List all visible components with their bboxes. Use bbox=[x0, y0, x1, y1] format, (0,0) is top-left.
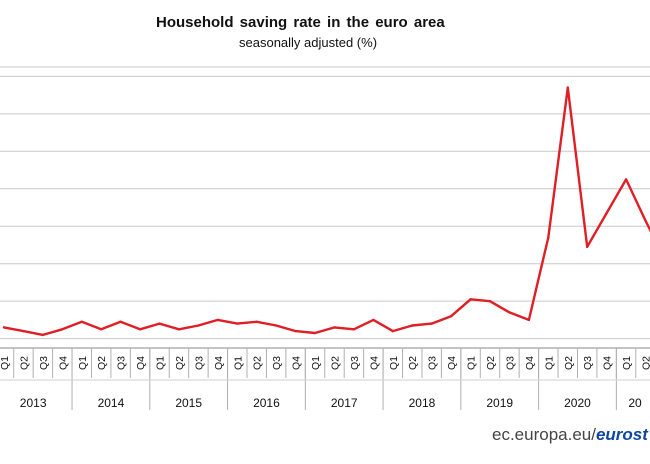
source-footer: ec.europa.eu/eurost bbox=[492, 425, 648, 445]
x-tick-label: Q2 bbox=[407, 356, 419, 370]
data-point bbox=[605, 211, 608, 215]
x-tick-label: Q1 bbox=[232, 356, 244, 370]
chart-title: Household saving rate in the euro area bbox=[156, 14, 445, 31]
chart-subtitle: seasonally adjusted (%) bbox=[239, 35, 378, 50]
data-point bbox=[294, 329, 297, 333]
x-tick-label: Q2 bbox=[174, 356, 186, 370]
x-tick-label: Q4 bbox=[213, 356, 225, 370]
data-point bbox=[488, 299, 492, 303]
x-tick-label: Q1 bbox=[310, 356, 322, 370]
x-year-label: 2019 bbox=[486, 396, 513, 410]
x-tick-label: Q4 bbox=[602, 356, 614, 370]
x-year-label: 2018 bbox=[409, 396, 436, 410]
data-point bbox=[313, 331, 317, 335]
series-saving-rate bbox=[2, 86, 650, 337]
x-tick-label: Q1 bbox=[77, 356, 89, 370]
x-tick-label: Q4 bbox=[368, 356, 380, 370]
x-tick-label: Q1 bbox=[466, 356, 478, 370]
data-point bbox=[430, 322, 433, 325]
x-tick-label: Q2 bbox=[96, 356, 108, 370]
x-tick-label: Q1 bbox=[621, 356, 633, 370]
x-tick-label: Q1 bbox=[388, 356, 400, 370]
data-point bbox=[566, 86, 569, 89]
x-tick-label: Q2 bbox=[18, 356, 30, 370]
data-point bbox=[61, 328, 64, 331]
data-point bbox=[469, 298, 472, 301]
data-point bbox=[527, 318, 531, 322]
data-point bbox=[255, 320, 258, 323]
x-year-label: 2017 bbox=[331, 396, 358, 410]
x-tick-label: Q1 bbox=[0, 356, 11, 370]
source-url: ec.europa.eu/ bbox=[492, 425, 596, 444]
series-line bbox=[2, 86, 650, 337]
x-tick-label: Q4 bbox=[57, 356, 69, 370]
x-tick-label: Q3 bbox=[504, 356, 516, 370]
x-tick-label: Q3 bbox=[38, 356, 50, 370]
data-point bbox=[391, 329, 394, 333]
data-point bbox=[2, 326, 6, 329]
data-point bbox=[372, 318, 375, 322]
x-tick-label: Q2 bbox=[252, 356, 264, 370]
x-tick-label: Q3 bbox=[427, 356, 439, 370]
eurostat-brand: eurost bbox=[595, 425, 648, 444]
x-year-label: 20 bbox=[628, 396, 642, 410]
x-axis-ticks: Q1 Q2 Q3 Q4 Q1 Q2 Q3 Q4 Q1 Q2 Q3 Q4 Q1 Q2 Q3 Q4 Q1 Q2 Q3 Q4… bbox=[0, 348, 650, 410]
data-point bbox=[197, 324, 200, 327]
x-tick-label: Q3 bbox=[116, 356, 128, 370]
x-tick-label: Q3 bbox=[271, 356, 283, 370]
data-point bbox=[352, 328, 356, 331]
data-point bbox=[547, 236, 550, 239]
x-tick-label: Q4 bbox=[135, 356, 147, 370]
data-point bbox=[100, 328, 103, 331]
x-year-label: 2014 bbox=[98, 396, 125, 410]
data-point bbox=[119, 320, 122, 323]
data-point bbox=[644, 219, 647, 222]
data-point bbox=[236, 322, 239, 325]
data-point bbox=[274, 324, 278, 327]
x-tick-label: Q1 bbox=[155, 356, 167, 370]
data-point bbox=[216, 318, 220, 322]
data-point bbox=[411, 324, 414, 327]
data-point bbox=[22, 329, 25, 333]
x-tick-label: Q4 bbox=[446, 356, 458, 370]
data-point bbox=[508, 311, 511, 314]
x-tick-label: Q2 bbox=[563, 356, 575, 370]
x-tick-label: Q1 bbox=[543, 356, 555, 370]
data-point bbox=[177, 328, 181, 331]
x-tick-label: Q4 bbox=[291, 356, 303, 370]
data-point bbox=[586, 245, 589, 249]
x-tick-label: Q2 bbox=[485, 356, 497, 370]
data-point bbox=[624, 178, 628, 181]
x-year-label: 2020 bbox=[564, 396, 591, 410]
data-point bbox=[41, 333, 45, 337]
data-point bbox=[333, 326, 336, 329]
data-point bbox=[158, 322, 161, 325]
x-year-label: 2015 bbox=[175, 396, 202, 410]
data-point bbox=[449, 314, 453, 318]
x-year-label: 2013 bbox=[20, 396, 47, 410]
x-tick-label: Q2 bbox=[329, 356, 341, 370]
data-point bbox=[138, 328, 142, 331]
data-point bbox=[80, 320, 83, 323]
x-year-label: 2016 bbox=[253, 396, 280, 410]
x-tick-label: Q3 bbox=[193, 356, 205, 370]
x-tick-label: Q3 bbox=[349, 356, 361, 370]
x-tick-label: Q4 bbox=[524, 356, 536, 370]
x-tick-label: Q3 bbox=[582, 356, 594, 370]
x-tick-label: Q2 bbox=[641, 356, 650, 370]
